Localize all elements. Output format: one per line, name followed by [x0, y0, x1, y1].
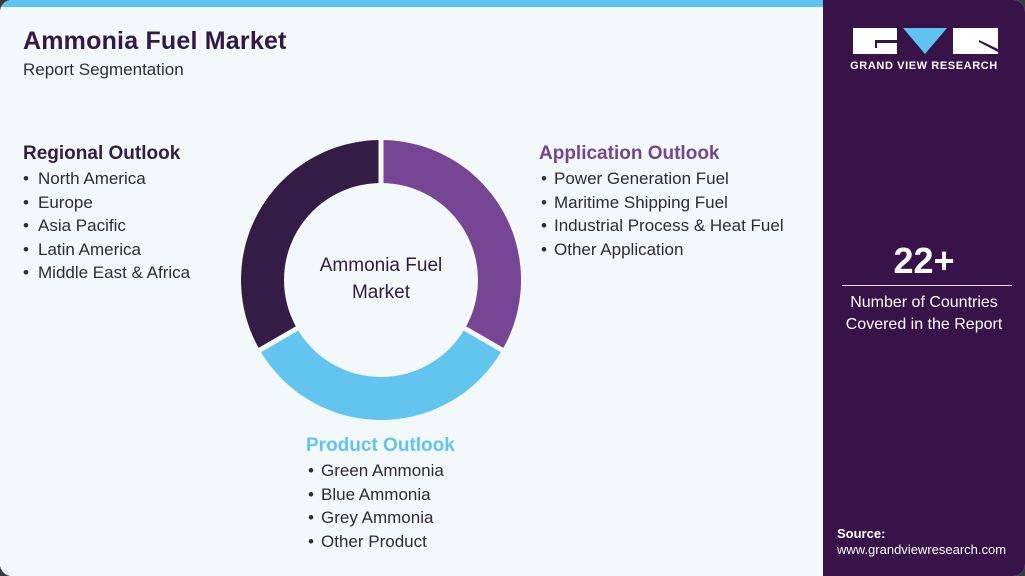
bullet-icon: • — [23, 216, 29, 235]
donut-segment-regional — [241, 140, 381, 350]
main-panel: Ammonia Fuel Market Report Segmentation … — [0, 0, 823, 553]
list-item: • Other Application — [541, 238, 784, 262]
bullet-icon: • — [541, 192, 547, 212]
donut-center-label: Ammonia Fuel Market — [319, 255, 443, 303]
list-item: • Latin America — [23, 238, 190, 262]
list-item: • North America — [23, 167, 190, 191]
bullet-icon: • — [308, 461, 314, 480]
product-outlook-heading: Product Outlook — [306, 435, 455, 456]
product-outlook-list: • Green Ammonia • Blue Ammonia • Grey Ammon… — [308, 459, 444, 553]
list-item: • Asia Pacific — [23, 214, 190, 238]
bullet-icon: • — [23, 239, 29, 259]
bullet-icon: • — [23, 192, 29, 212]
list-item: • Other Product — [308, 530, 444, 554]
bullet-icon: • — [308, 508, 314, 527]
brand-sidebar: GRAND VIEW RESEARCH 22+ Number of Countr… — [823, 0, 1025, 576]
regional-outlook-list: • North America • Europe • Asia Pacific • La… — [23, 167, 190, 285]
bullet-icon: • — [541, 239, 547, 259]
donut-segment-application — [381, 140, 521, 350]
bullet-icon: • — [541, 169, 547, 188]
bullet-icon: • — [23, 169, 29, 188]
bullet-icon: • — [541, 216, 547, 235]
source-url: www.grandviewresearch.com — [837, 542, 1007, 557]
segmentation-donut-chart — [241, 135, 521, 420]
page-title: Ammonia Fuel Market — [23, 27, 287, 55]
segment-divider — [459, 323, 508, 355]
top-accent-bar — [0, 0, 823, 7]
list-item: • Blue Ammonia — [308, 483, 444, 507]
list-item: • Green Ammonia — [308, 459, 444, 483]
list-item: • Grey Ammonia — [308, 506, 444, 530]
countries-stat-label: Number of Countries Covered in the Repor… — [845, 294, 1003, 333]
list-item: • Middle East & Africa — [23, 261, 190, 285]
source-label: Source: — [837, 526, 886, 541]
stat-divider — [842, 285, 1012, 286]
list-item: • Industrial Process & Heat Fuel — [541, 214, 784, 238]
list-item: • Power Generation Fuel — [541, 167, 784, 191]
list-item: • Maritime Shipping Fuel — [541, 191, 784, 215]
grand-view-research-logo-icon — [853, 28, 998, 54]
brand-name: GRAND VIEW RESEARCH — [850, 60, 998, 72]
application-outlook-heading: Application Outlook — [539, 143, 720, 164]
list-item: • Europe — [23, 191, 190, 215]
regional-outlook-heading: Regional Outlook — [23, 143, 181, 164]
segment-divider — [254, 323, 303, 355]
donut-segment-product — [259, 328, 503, 420]
bullet-icon: • — [23, 263, 29, 282]
bullet-icon: • — [308, 484, 314, 504]
page-subtitle: Report Segmentation — [23, 60, 184, 79]
application-outlook-list: • Power Generation Fuel • Maritime Shippin… — [541, 167, 784, 261]
bullet-icon: • — [308, 531, 314, 551]
countries-stat-value: 22+ — [893, 240, 955, 281]
